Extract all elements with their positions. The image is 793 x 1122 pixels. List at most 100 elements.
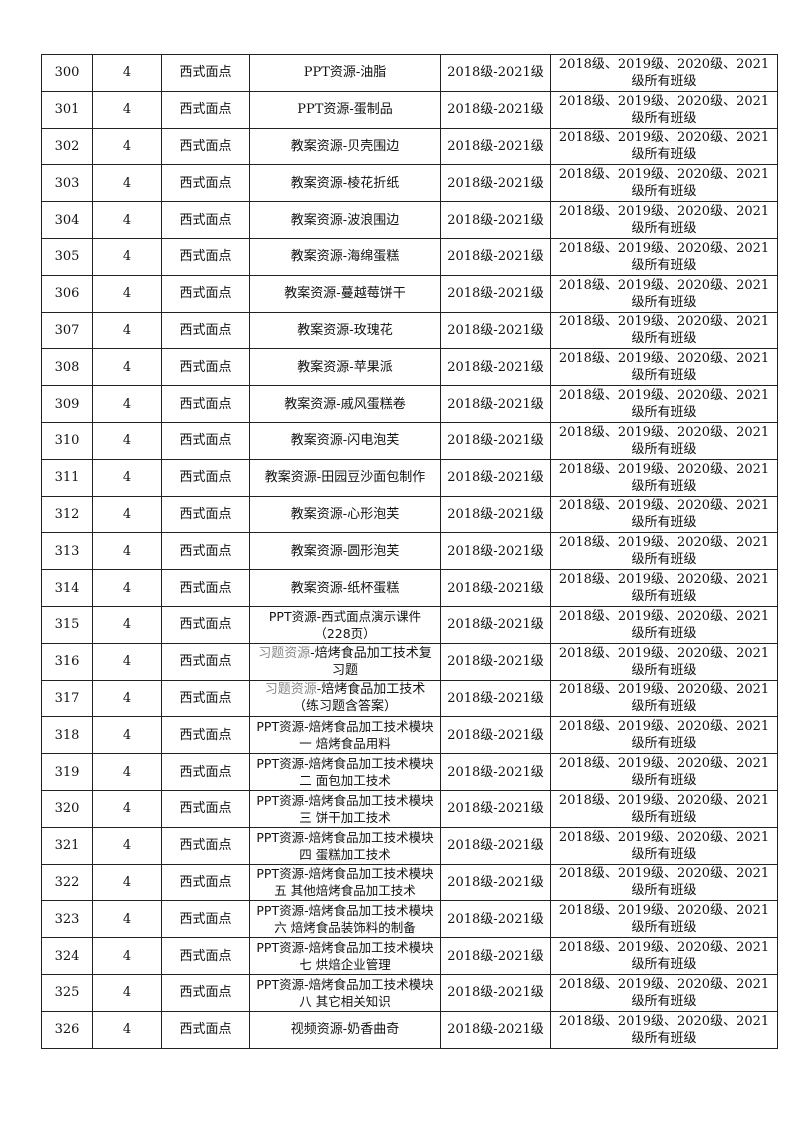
count-cell: 4 bbox=[92, 495, 162, 534]
count-cell: 4 bbox=[92, 311, 162, 350]
resource-text: 视频资源-奶香曲奇 bbox=[290, 1022, 400, 1038]
row-number-cell: 301 bbox=[41, 90, 93, 129]
resource-name-cell: 教案资源-贝壳围边 bbox=[249, 127, 441, 166]
resource-text: 教案资源-贝壳围边 bbox=[290, 138, 400, 154]
resource-name-cell: PPT资源-焙烤食品加工技术模块三 饼干加工技术 bbox=[249, 789, 441, 828]
count-cell: 4 bbox=[92, 348, 162, 387]
row-number-cell: 308 bbox=[41, 348, 93, 387]
grade-range-cell: 2018级-2021级 bbox=[440, 532, 551, 571]
table-row: 317 4 西式面点 习题资源-焙烤食品加工技术（练习题含答案） 2018级-2021级… bbox=[41, 679, 778, 718]
resource-name-cell: PPT资源-西式面点演示课件（228页） bbox=[249, 605, 441, 644]
resource-name-cell: PPT资源-焙烤食品加工技术模块五 其他焙烤食品加工技术 bbox=[249, 863, 441, 902]
count-cell: 4 bbox=[92, 826, 162, 865]
course-name-cell: 西式面点 bbox=[161, 1010, 250, 1049]
target-classes-cell: 2018级、2019级、2020级、2021级所有班级 bbox=[550, 532, 778, 571]
course-name-cell: 西式面点 bbox=[161, 237, 250, 276]
grade-range-cell: 2018级-2021级 bbox=[440, 495, 551, 534]
resource-text: 教案资源-波浪围边 bbox=[290, 212, 400, 228]
table-row: 303 4 西式面点 教案资源-棱花折纸 2018级-2021级 2018级、2019级、… bbox=[41, 164, 778, 203]
resource-text: -焙烤食品加工技术（练习题含答案） bbox=[292, 682, 426, 715]
count-cell: 4 bbox=[92, 421, 162, 460]
course-name-cell: 西式面点 bbox=[161, 826, 250, 865]
resource-name-cell: PPT资源-焙烤食品加工技术模块七 烘焙企业管理 bbox=[249, 937, 441, 975]
target-classes-cell: 2018级、2019级、2020级、2021级所有班级 bbox=[550, 348, 778, 387]
resource-text: 教案资源-田园豆沙面包制作 bbox=[264, 470, 426, 486]
grade-range-cell: 2018级-2021级 bbox=[440, 421, 551, 460]
course-name-cell: 西式面点 bbox=[161, 458, 250, 497]
row-number-cell: 312 bbox=[41, 495, 93, 534]
table-row: 305 4 西式面点 教案资源-海绵蛋糕 2018级-2021级 2018级、2019级、… bbox=[41, 237, 778, 276]
row-number-cell: 311 bbox=[41, 458, 93, 497]
table-row: 311 4 西式面点 教案资源-田园豆沙面包制作 2018级-2021级 2018级、20… bbox=[41, 458, 778, 497]
grade-range-cell: 2018级-2021级 bbox=[440, 605, 551, 644]
course-name-cell: 西式面点 bbox=[161, 348, 250, 387]
resource-table: 300 4 西式面点 PPT资源-油脂 2018级-2021级 2018级、2019级、2… bbox=[41, 54, 778, 1049]
course-name-cell: 西式面点 bbox=[161, 937, 250, 975]
resource-text: PPT资源-焙烤食品加工技术模块三 饼干加工技术 bbox=[256, 792, 434, 825]
grade-range-cell: 2018级-2021级 bbox=[440, 716, 551, 755]
row-number-cell: 322 bbox=[41, 863, 93, 902]
table-row: 306 4 西式面点 教案资源-蔓越莓饼干 2018级-2021级 2018级、2019级… bbox=[41, 274, 778, 313]
table-row: 304 4 西式面点 教案资源-波浪围边 2018级-2021级 2018级、2019级、… bbox=[41, 201, 778, 239]
row-number-cell: 323 bbox=[41, 900, 93, 939]
grade-range-cell: 2018级-2021级 bbox=[440, 1010, 551, 1049]
resource-text: 教案资源-纸杯蛋糕 bbox=[290, 580, 400, 596]
target-classes-cell: 2018级、2019级、2020级、2021级所有班级 bbox=[550, 753, 778, 791]
table-row: 323 4 西式面点 PPT资源-焙烤食品加工技术模块六 焙烤食品装饰料的制备 2018… bbox=[41, 900, 778, 939]
resource-name-cell: PPT资源-焙烤食品加工技术模块六 焙烤食品装饰料的制备 bbox=[249, 900, 441, 939]
resource-name-cell: 教案资源-田园豆沙面包制作 bbox=[249, 458, 441, 497]
resource-text: PPT资源-蛋制品 bbox=[297, 102, 393, 118]
row-number-cell: 325 bbox=[41, 973, 93, 1012]
target-classes-cell: 2018级、2019级、2020级、2021级所有班级 bbox=[550, 642, 778, 681]
target-classes-cell: 2018级、2019级、2020级、2021级所有班级 bbox=[550, 237, 778, 276]
resource-name-cell: 教案资源-蔓越莓饼干 bbox=[249, 274, 441, 313]
course-name-cell: 西式面点 bbox=[161, 900, 250, 939]
row-number-cell: 306 bbox=[41, 274, 93, 313]
table-row: 321 4 西式面点 PPT资源-焙烤食品加工技术模块四 蛋糕加工技术 2018级-20… bbox=[41, 826, 778, 865]
row-number-cell: 310 bbox=[41, 421, 93, 460]
resource-name-cell: 教案资源-心形泡芙 bbox=[249, 495, 441, 534]
resource-name-cell: 教案资源-纸杯蛋糕 bbox=[249, 569, 441, 607]
course-name-cell: 西式面点 bbox=[161, 679, 250, 718]
course-name-cell: 西式面点 bbox=[161, 973, 250, 1012]
table-row: 314 4 西式面点 教案资源-纸杯蛋糕 2018级-2021级 2018级、2019级、… bbox=[41, 569, 778, 607]
grade-range-cell: 2018级-2021级 bbox=[440, 937, 551, 975]
course-name-cell: 西式面点 bbox=[161, 863, 250, 902]
target-classes-cell: 2018级、2019级、2020级、2021级所有班级 bbox=[550, 789, 778, 828]
target-classes-cell: 2018级、2019级、2020级、2021级所有班级 bbox=[550, 458, 778, 497]
target-classes-cell: 2018级、2019级、2020级、2021级所有班级 bbox=[550, 421, 778, 460]
course-name-cell: 西式面点 bbox=[161, 789, 250, 828]
table-row: 301 4 西式面点 PPT资源-蛋制品 2018级-2021级 2018级、2019级、… bbox=[41, 90, 778, 129]
resource-text: 教案资源-棱花折纸 bbox=[290, 175, 400, 191]
count-cell: 4 bbox=[92, 237, 162, 276]
resource-name-cell: PPT资源-焙烤食品加工技术模块一 焙烤食品用料 bbox=[249, 716, 441, 755]
table-row: 308 4 西式面点 教案资源-苹果派 2018级-2021级 2018级、2019级、2… bbox=[41, 348, 778, 387]
count-cell: 4 bbox=[92, 201, 162, 239]
table-row: 312 4 西式面点 教案资源-心形泡芙 2018级-2021级 2018级、2019级、… bbox=[41, 495, 778, 534]
resource-text: 教案资源-蔓越莓饼干 bbox=[284, 286, 406, 302]
grade-range-cell: 2018级-2021级 bbox=[440, 569, 551, 607]
course-name-cell: 西式面点 bbox=[161, 385, 250, 423]
resource-name-cell: PPT资源-焙烤食品加工技术模块四 蛋糕加工技术 bbox=[249, 826, 441, 865]
resource-name-cell: PPT资源-焙烤食品加工技术模块二 面包加工技术 bbox=[249, 753, 441, 791]
row-number-cell: 326 bbox=[41, 1010, 93, 1049]
row-number-cell: 304 bbox=[41, 201, 93, 239]
resource-text: 教案资源-苹果派 bbox=[297, 359, 393, 375]
course-name-cell: 西式面点 bbox=[161, 127, 250, 166]
course-name-cell: 西式面点 bbox=[161, 569, 250, 607]
resource-name-cell: 教案资源-苹果派 bbox=[249, 348, 441, 387]
course-name-cell: 西式面点 bbox=[161, 753, 250, 791]
target-classes-cell: 2018级、2019级、2020级、2021级所有班级 bbox=[550, 973, 778, 1012]
target-classes-cell: 2018级、2019级、2020级、2021级所有班级 bbox=[550, 679, 778, 718]
count-cell: 4 bbox=[92, 569, 162, 607]
resource-table-body: 300 4 西式面点 PPT资源-油脂 2018级-2021级 2018级、2019级、2… bbox=[41, 54, 778, 1049]
table-row: 300 4 西式面点 PPT资源-油脂 2018级-2021级 2018级、2019级、2… bbox=[41, 54, 778, 92]
resource-text: PPT资源-焙烤食品加工技术模块二 面包加工技术 bbox=[256, 756, 434, 789]
course-name-cell: 西式面点 bbox=[161, 311, 250, 350]
target-classes-cell: 2018级、2019级、2020级、2021级所有班级 bbox=[550, 164, 778, 203]
table-row: 324 4 西式面点 PPT资源-焙烤食品加工技术模块七 烘焙企业管理 2018级-20… bbox=[41, 937, 778, 975]
resource-text: PPT资源-焙烤食品加工技术模块八 其它相关知识 bbox=[256, 976, 434, 1009]
count-cell: 4 bbox=[92, 532, 162, 571]
resource-name-cell: 教案资源-波浪围边 bbox=[249, 201, 441, 239]
count-cell: 4 bbox=[92, 1010, 162, 1049]
